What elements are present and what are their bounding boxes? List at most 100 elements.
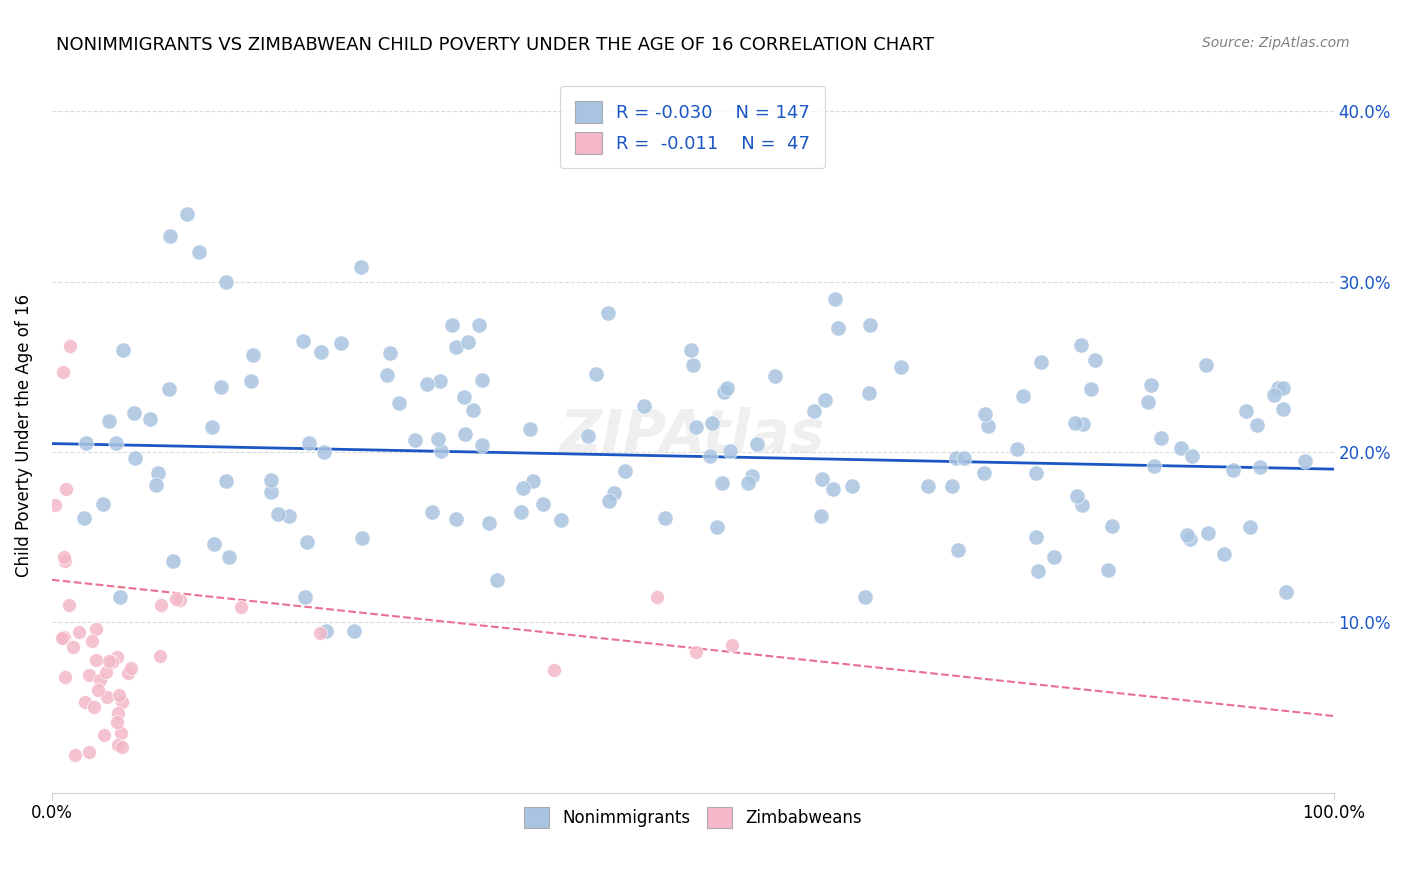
Point — [444, 512, 467, 526]
Point — [404, 433, 426, 447]
Point — [1101, 519, 1123, 533]
Point — [108, 590, 131, 604]
Point — [149, 649, 172, 664]
Point — [239, 374, 262, 388]
Point — [53, 550, 76, 565]
Point — [93, 728, 115, 742]
Point — [1136, 395, 1159, 409]
Point — [512, 481, 534, 495]
Point — [814, 393, 837, 408]
Point — [598, 306, 620, 320]
Point — [415, 376, 437, 391]
Point — [107, 689, 129, 703]
Point — [858, 386, 880, 401]
Point — [1150, 431, 1173, 445]
Point — [145, 478, 167, 492]
Point — [187, 244, 209, 259]
Point — [1070, 337, 1092, 351]
Point — [77, 746, 100, 760]
Point — [1294, 454, 1316, 468]
Point — [543, 663, 565, 677]
Point — [124, 450, 146, 465]
Point — [148, 466, 170, 480]
Point — [478, 516, 501, 531]
Point — [350, 260, 373, 274]
Point — [454, 427, 477, 442]
Point — [122, 406, 145, 420]
Text: Source: ZipAtlas.com: Source: ZipAtlas.com — [1202, 36, 1350, 50]
Point — [976, 418, 998, 433]
Point — [1083, 352, 1105, 367]
Point — [461, 402, 484, 417]
Point — [83, 700, 105, 714]
Point — [52, 630, 75, 644]
Point — [1139, 378, 1161, 392]
Point — [105, 649, 128, 664]
Point — [260, 473, 283, 487]
Point — [97, 654, 120, 668]
Point — [112, 343, 135, 357]
Point — [110, 726, 132, 740]
Point — [111, 695, 134, 709]
Point — [426, 432, 449, 446]
Point — [1066, 489, 1088, 503]
Legend: Nonimmigrants, Zimbabweans: Nonimmigrants, Zimbabweans — [517, 801, 869, 834]
Point — [741, 468, 763, 483]
Point — [803, 404, 825, 418]
Point — [810, 509, 832, 524]
Point — [111, 739, 134, 754]
Point — [1249, 460, 1271, 475]
Point — [159, 229, 181, 244]
Point — [63, 747, 86, 762]
Point — [821, 482, 844, 496]
Point — [350, 531, 373, 545]
Point — [953, 450, 976, 465]
Point — [73, 695, 96, 709]
Point — [603, 485, 626, 500]
Point — [107, 714, 129, 729]
Point — [702, 416, 724, 430]
Point — [330, 336, 353, 351]
Point — [486, 574, 509, 588]
Point — [827, 321, 849, 335]
Point — [84, 653, 107, 667]
Point — [440, 318, 463, 332]
Point — [810, 472, 832, 486]
Point — [176, 207, 198, 221]
Point — [215, 474, 238, 488]
Point — [685, 644, 707, 658]
Point — [96, 665, 118, 679]
Point — [1272, 401, 1295, 416]
Point — [1197, 526, 1219, 541]
Point — [53, 670, 76, 684]
Point — [73, 511, 96, 525]
Point — [519, 422, 541, 436]
Point — [1274, 584, 1296, 599]
Point — [1195, 358, 1218, 372]
Point — [453, 390, 475, 404]
Point — [1246, 417, 1268, 432]
Point — [67, 624, 90, 639]
Point — [633, 399, 655, 413]
Point — [550, 513, 572, 527]
Point — [1222, 463, 1244, 477]
Point — [522, 474, 544, 488]
Point — [169, 592, 191, 607]
Point — [294, 590, 316, 604]
Point — [841, 479, 863, 493]
Point — [107, 739, 129, 753]
Point — [468, 318, 491, 332]
Point — [309, 626, 332, 640]
Point — [315, 624, 337, 638]
Point — [59, 339, 82, 353]
Point — [44, 498, 66, 512]
Point — [824, 292, 846, 306]
Point — [471, 373, 494, 387]
Point — [211, 380, 233, 394]
Point — [471, 438, 494, 452]
Point — [1026, 564, 1049, 578]
Point — [309, 344, 332, 359]
Point — [91, 497, 114, 511]
Point — [647, 591, 669, 605]
Point — [444, 340, 467, 354]
